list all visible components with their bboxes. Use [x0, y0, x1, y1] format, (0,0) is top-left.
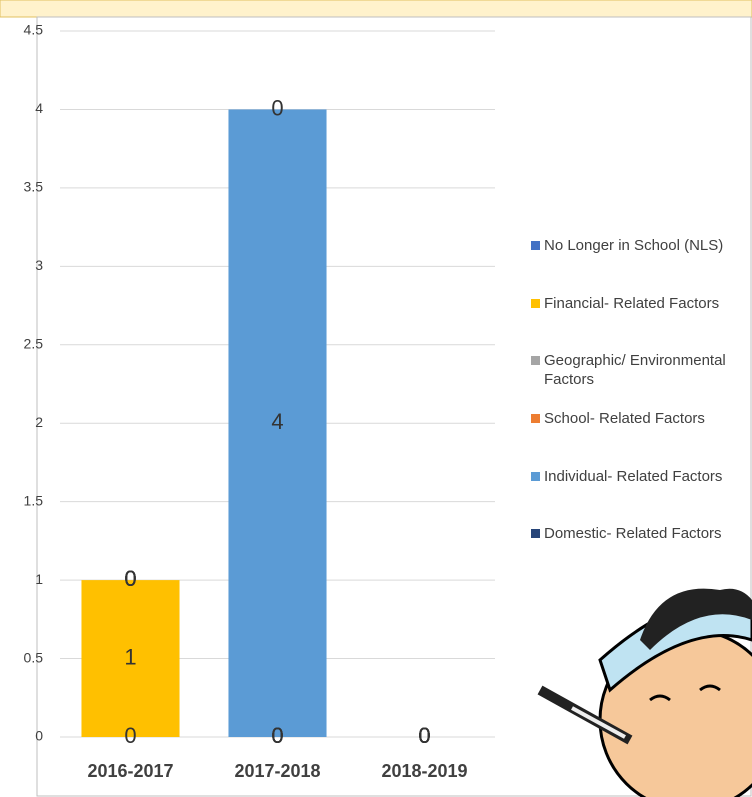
bar: [228, 109, 327, 737]
y-tick-label: 1: [35, 571, 43, 587]
legend-item: No Longer in School (NLS): [531, 236, 746, 255]
data-label: 0: [271, 723, 283, 748]
y-tick-label: 4.5: [24, 22, 44, 38]
x-tick-label: 2016-2017: [87, 761, 173, 781]
legend-item: School- Related Factors: [531, 409, 746, 428]
legend-swatch: [531, 529, 540, 538]
legend-swatch: [531, 241, 540, 250]
y-tick-label: 3: [35, 257, 43, 273]
y-tick-label: 0: [35, 728, 43, 744]
x-tick-label: 2018-2019: [381, 761, 467, 781]
legend-label: No Longer in School (NLS): [544, 237, 724, 254]
data-label: 0: [124, 566, 136, 591]
legend-label: School- Related Factors: [544, 410, 705, 427]
legend-label: Geographic/ Environmental Factors: [544, 352, 726, 388]
data-label: 1: [124, 644, 136, 669]
legend-swatch: [531, 356, 540, 365]
legend-swatch: [531, 414, 540, 423]
legend-label: Domestic- Related Factors: [544, 525, 722, 542]
y-tick-label: 2: [35, 414, 43, 430]
cartoon: [537, 588, 752, 797]
x-tick-label: 2017-2018: [234, 761, 320, 781]
y-tick-label: 3.5: [24, 179, 44, 195]
data-label: 0: [418, 723, 430, 748]
legend-label: Financial- Related Factors: [544, 295, 720, 312]
data-label: 0: [124, 723, 136, 748]
y-tick-label: 2.5: [24, 335, 44, 351]
data-label: 0: [418, 723, 430, 748]
y-tick-label: 4: [35, 100, 43, 116]
chart-frame: [36, 16, 752, 797]
bar: [81, 580, 180, 737]
data-label: 0: [271, 95, 283, 120]
legend-item: Geographic/ Environmental Factors: [531, 351, 746, 389]
data-label: 0: [271, 723, 283, 748]
data-label: 4: [271, 409, 283, 434]
legend-item: Financial- Related Factors: [531, 294, 746, 313]
data-label: 0: [124, 566, 136, 591]
data-label: 0: [418, 723, 430, 748]
data-label: 0: [271, 723, 283, 748]
legend-swatch: [531, 472, 540, 481]
data-label: 0: [124, 566, 136, 591]
title-banner: [0, 0, 752, 18]
legend-item: Domestic- Related Factors: [531, 524, 746, 543]
data-label: 0: [418, 723, 430, 748]
legend-swatch: [531, 299, 540, 308]
data-label: 0: [418, 723, 430, 748]
y-tick-label: 0.5: [24, 649, 44, 665]
data-label: 0: [271, 723, 283, 748]
legend-label: Individual- Related Factors: [544, 468, 723, 485]
data-label: 0: [124, 566, 136, 591]
data-label: 0: [418, 723, 430, 748]
legend-item: Individual- Related Factors: [531, 467, 746, 486]
y-tick-label: 1.5: [24, 492, 44, 508]
